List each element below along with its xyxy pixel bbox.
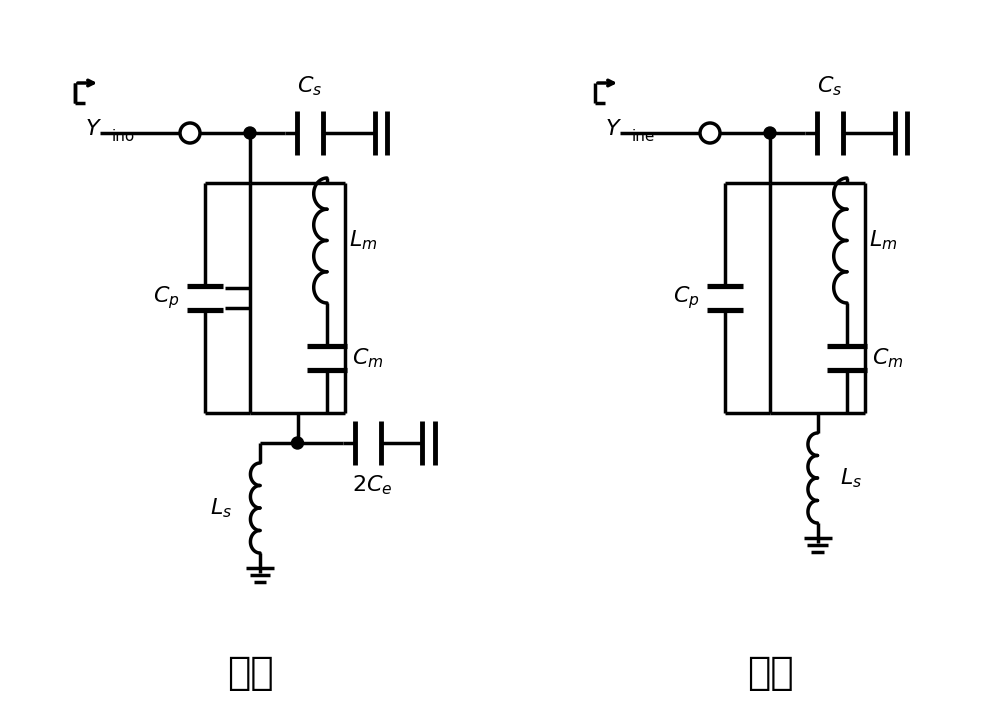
Text: ine: ine <box>632 129 655 144</box>
Text: $C_s$: $C_s$ <box>297 74 323 98</box>
Text: 奇模: 奇模 <box>227 654 273 692</box>
Circle shape <box>764 127 776 139</box>
Text: $Y$: $Y$ <box>605 118 622 140</box>
Text: $L_s$: $L_s$ <box>840 466 862 490</box>
Circle shape <box>180 123 200 143</box>
Circle shape <box>292 437 304 449</box>
Text: $C_m$: $C_m$ <box>352 347 384 370</box>
Text: $2C_e$: $2C_e$ <box>352 473 393 496</box>
Circle shape <box>700 123 720 143</box>
Text: ino: ino <box>112 129 135 144</box>
Text: $C_p$: $C_p$ <box>673 284 700 312</box>
Text: $L_s$: $L_s$ <box>210 496 232 520</box>
Text: $L_m$: $L_m$ <box>869 229 897 252</box>
Circle shape <box>244 127 256 139</box>
Text: $C_m$: $C_m$ <box>872 347 904 370</box>
Text: $L_m$: $L_m$ <box>349 229 377 252</box>
Text: $Y$: $Y$ <box>85 118 102 140</box>
Text: $C_s$: $C_s$ <box>817 74 843 98</box>
Text: $C_p$: $C_p$ <box>153 284 180 312</box>
Text: 偶模: 偶模 <box>747 654 793 692</box>
